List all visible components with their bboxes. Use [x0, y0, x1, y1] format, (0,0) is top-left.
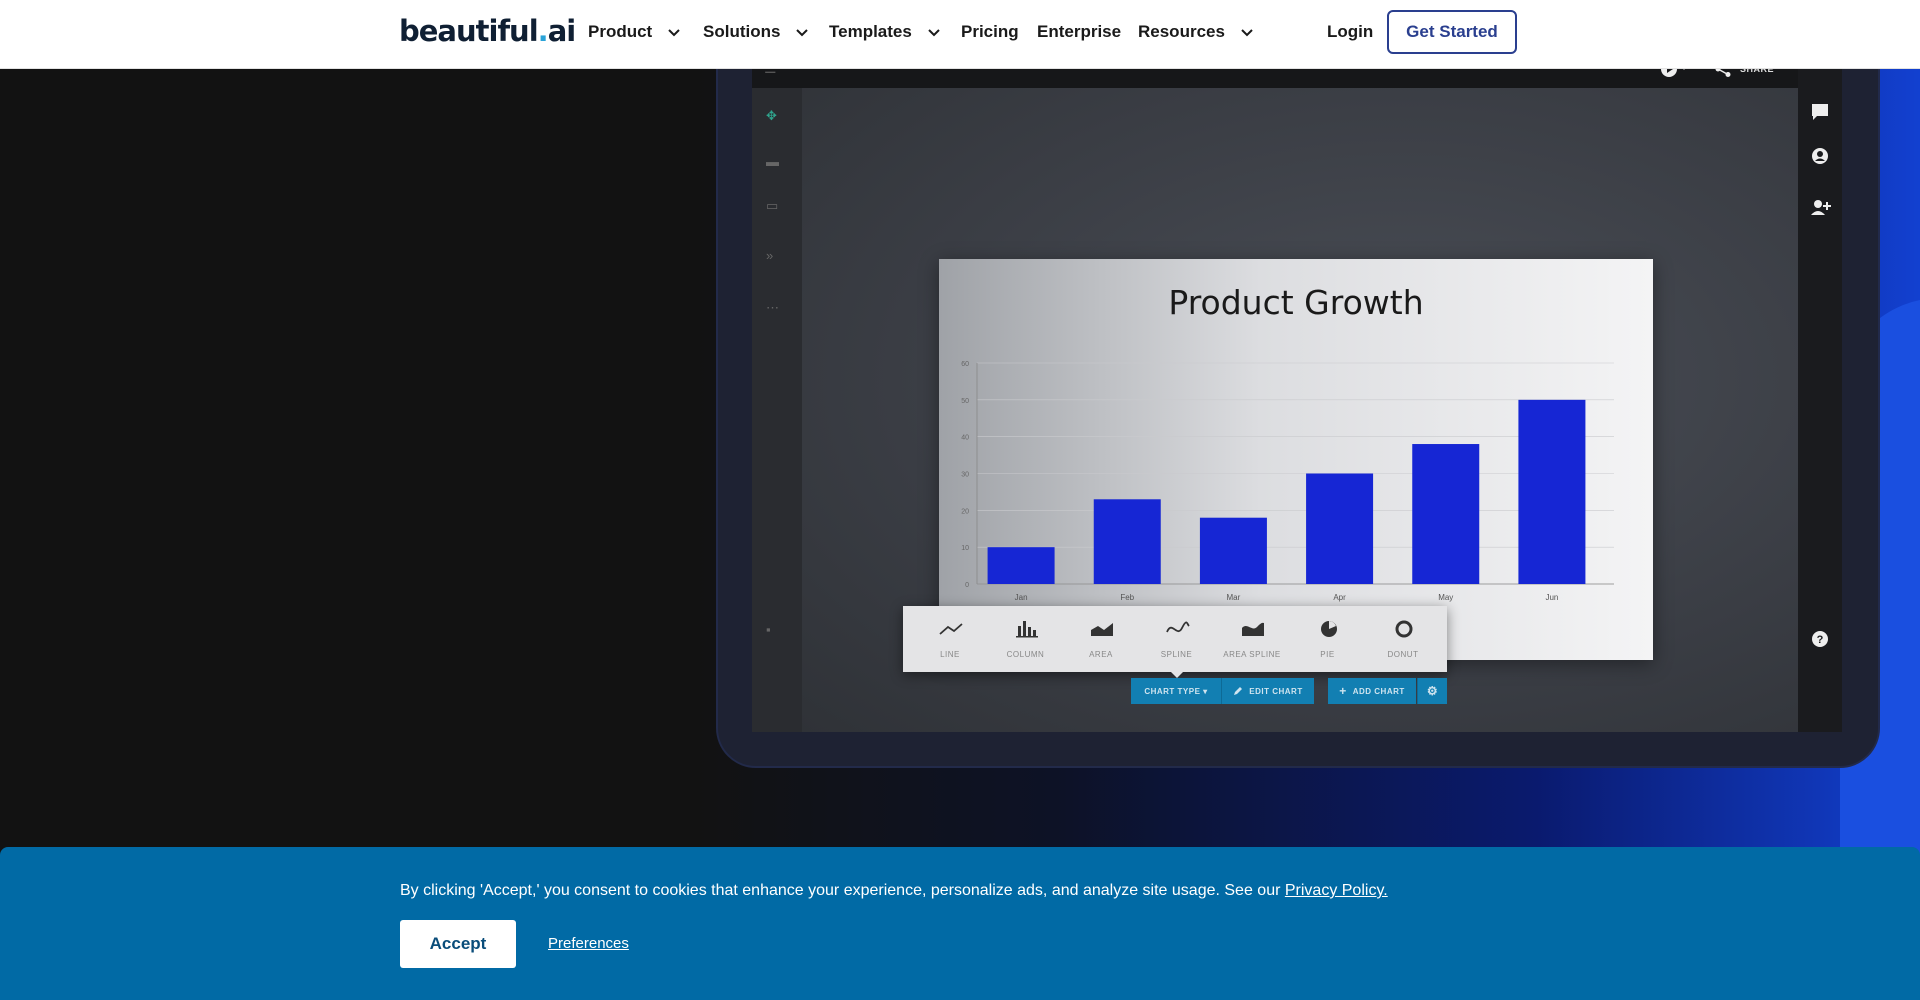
- chart-title: Product Growth: [1168, 283, 1424, 322]
- chart-type-option[interactable]: DONUT: [1365, 606, 1441, 672]
- more-icon: ⋯: [766, 300, 779, 315]
- nav-item-enterprise[interactable]: Enterprise: [1037, 22, 1121, 42]
- pie-chart-icon: [1320, 621, 1337, 637]
- x-tick-label: Apr: [1333, 593, 1346, 602]
- logo[interactable]: beautiful.ai: [399, 14, 576, 48]
- privacy-policy-link[interactable]: Privacy Policy.: [1284, 882, 1388, 899]
- nav-item-solutions[interactable]: Solutions: [703, 22, 810, 42]
- cookie-message: By clicking 'Accept,' you consent to coo…: [400, 882, 1388, 900]
- chart-type-label: PIE: [1320, 650, 1335, 659]
- nav-item-label: Solutions: [703, 22, 781, 41]
- add-chart-label: ADD CHART: [1352, 686, 1405, 696]
- svg-text:?: ?: [1817, 634, 1824, 646]
- slide-icon: ▬: [766, 154, 779, 169]
- area-chart-icon: [1091, 623, 1113, 636]
- edit-chart-button[interactable]: EDIT CHART: [1221, 678, 1314, 704]
- chart-type-option[interactable]: SPLINE: [1139, 606, 1215, 672]
- toolbar-pointer: [1169, 670, 1185, 678]
- slide: Product Growth 0 10 20 30 40 50 60 Jan Feb Mar Apr…: [939, 259, 1653, 660]
- x-tick-label: Mar: [1227, 593, 1241, 602]
- cookie-text: By clicking 'Accept,' you consent to coo…: [400, 882, 1285, 899]
- chart-type-button[interactable]: CHART TYPE ▾: [1131, 678, 1221, 704]
- chevron-down-icon: [1241, 29, 1253, 37]
- x-tick-label: Feb: [1120, 593, 1134, 602]
- nav-item-label: Templates: [829, 22, 912, 41]
- chart-type-option[interactable]: COLUMN: [988, 606, 1064, 672]
- area-spline-chart-icon: [1242, 622, 1264, 636]
- gear-icon: ⚙: [1426, 684, 1439, 698]
- y-tick-label: 40: [961, 435, 969, 442]
- chart-type-toolbar: LINE COLUMN AREA SPLINE AREA SPLINE PIE DONUT: [903, 606, 1447, 672]
- login-link[interactable]: Login: [1327, 22, 1374, 41]
- chart-type-label: COLUMN: [1006, 650, 1045, 659]
- column-chart-icon: [1015, 621, 1038, 638]
- y-tick-label: 0: [965, 582, 969, 589]
- spline-chart-icon: [1165, 621, 1190, 633]
- plus-icon: +: [1339, 684, 1347, 698]
- nav-item-label: Product: [588, 22, 653, 41]
- chart-type-option[interactable]: AREA SPLINE: [1214, 606, 1290, 672]
- chart-type-label: AREA: [1089, 650, 1113, 659]
- user-icon: [1812, 148, 1828, 164]
- chart-type-option[interactable]: LINE: [912, 606, 988, 672]
- chart-settings-button[interactable]: ⚙: [1417, 678, 1447, 704]
- logo-dot: .: [537, 14, 549, 48]
- line-chart-icon: [939, 623, 963, 635]
- layout-icon: ✥: [766, 108, 777, 123]
- nav-item-label: Enterprise: [1037, 22, 1122, 41]
- top-nav: beautiful.ai Product Solutions Templates…: [0, 0, 1920, 69]
- y-tick-label: 60: [961, 361, 969, 368]
- add-user-icon: [1811, 200, 1831, 215]
- bar: [1518, 399, 1586, 584]
- share-label: SHARE: [1740, 64, 1775, 74]
- y-tick-label: 10: [961, 545, 969, 552]
- y-tick-label: 20: [961, 508, 969, 515]
- chevron-down-icon: [668, 29, 680, 37]
- chevron-down-icon: [928, 29, 940, 37]
- bar: [1306, 473, 1374, 584]
- bar: [987, 547, 1055, 584]
- y-tick-label: 30: [961, 472, 969, 479]
- accept-button[interactable]: Accept: [400, 920, 516, 968]
- nav-item-label: Pricing: [961, 22, 1019, 41]
- bar: [1199, 517, 1267, 584]
- chart-type-label: AREA SPLINE: [1223, 650, 1281, 659]
- donut-chart-icon: [1395, 620, 1413, 638]
- nav-item-label: Resources: [1138, 22, 1225, 41]
- pencil-icon: [1234, 687, 1243, 695]
- get-started-button[interactable]: Get Started: [1387, 10, 1517, 54]
- chart-type-label: LINE: [940, 650, 960, 659]
- chart-type-option[interactable]: AREA: [1063, 606, 1139, 672]
- x-tick-label: May: [1438, 593, 1453, 602]
- help-icon: ?: [1812, 631, 1828, 647]
- animate-icon: »: [766, 248, 774, 263]
- cookie-banner: By clicking 'Accept,' you consent to coo…: [0, 847, 1920, 1000]
- add-chart-button[interactable]: + ADD CHART: [1328, 678, 1416, 704]
- app-left-toolbar: ✥ ▬ ▭ » ⋯ ▪: [752, 88, 802, 732]
- nav-item-pricing[interactable]: Pricing: [961, 22, 1019, 42]
- edit-chart-label: EDIT CHART: [1249, 686, 1303, 696]
- logo-text: beautiful: [399, 14, 539, 48]
- chart-type-option[interactable]: PIE: [1290, 606, 1366, 672]
- comment-icon: ▪: [766, 622, 771, 637]
- x-tick-label: Jan: [1015, 593, 1028, 602]
- theme-icon: ▭: [766, 198, 779, 213]
- chat-icon: [1812, 104, 1828, 120]
- nav-item-product[interactable]: Product: [588, 22, 682, 42]
- chart-type-label: DONUT: [1387, 650, 1419, 659]
- x-tick-label: Jun: [1545, 593, 1558, 602]
- app-right-toolbar: ?: [1798, 50, 1842, 732]
- bar-chart: 0 10 20 30 40 50 60 Jan Feb Mar Apr May Jun: [961, 361, 1614, 602]
- bar: [1093, 499, 1161, 584]
- logo-suffix: ai: [547, 14, 576, 48]
- bar: [1412, 444, 1480, 584]
- nav-item-templates[interactable]: Templates: [829, 22, 942, 42]
- chart-type-label: SPLINE: [1160, 650, 1193, 659]
- preferences-link[interactable]: Preferences: [548, 935, 629, 952]
- chevron-down-icon: [796, 29, 809, 37]
- y-tick-label: 50: [961, 398, 969, 405]
- nav-item-resources[interactable]: Resources: [1138, 22, 1255, 42]
